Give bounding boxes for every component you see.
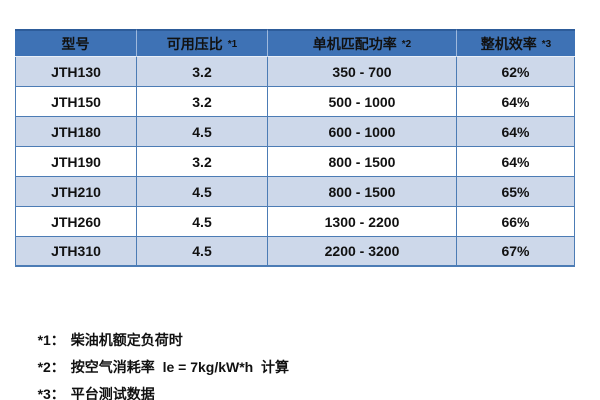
footnote-2-text: 按空气消耗率 le = 7kg/kW*h 计算: [70, 359, 289, 375]
cell-efficiency: 65%: [457, 177, 575, 207]
footnote-ref-3: *3: [541, 38, 552, 50]
cell-power-range: 2200 - 3200: [268, 237, 457, 267]
header-overall-efficiency-label: 整机效率: [480, 35, 537, 52]
table-row: JTH310 4.5 2200 - 3200 67%: [15, 237, 575, 267]
table-row: JTH150 3.2 500 - 1000 64%: [15, 87, 575, 117]
cell-power-range: 800 - 1500: [268, 147, 457, 177]
footnote-1-marker: *1：: [37, 332, 65, 348]
footnote-2-marker: *2：: [37, 359, 65, 375]
footnote-1: *1： 柴油机额定负荷时: [22, 300, 289, 348]
table-header-row: 型号 可用压比 *1 单机匹配功率 *2 整机效率 *3: [15, 29, 575, 57]
table-row: JTH180 4.5 600 - 1000 64%: [15, 117, 575, 147]
cell-model: JTH310: [15, 237, 137, 267]
cell-model: JTH130: [15, 57, 137, 87]
cell-efficiency: 64%: [457, 147, 575, 177]
footnote-ref-1: *1: [227, 38, 238, 50]
table-row: JTH260 4.5 1300 - 2200 66%: [15, 207, 575, 237]
footnote-3-marker: *3：: [37, 386, 65, 400]
cell-model: JTH180: [15, 117, 137, 147]
footnote-2: *2： 按空气消耗率 le = 7kg/kW*h 计算: [22, 327, 289, 375]
cell-model: JTH150: [15, 87, 137, 117]
cell-efficiency: 64%: [457, 87, 575, 117]
cell-efficiency: 67%: [457, 237, 575, 267]
cell-model: JTH210: [15, 177, 137, 207]
cell-pressure-ratio: 3.2: [137, 87, 268, 117]
table-row: JTH130 3.2 350 - 700 62%: [15, 57, 575, 87]
header-matching-power: 单机匹配功率 *2: [268, 29, 457, 57]
cell-power-range: 800 - 1500: [268, 177, 457, 207]
footnote-ref-2: *2: [401, 38, 412, 50]
compressor-spec-table: 型号 可用压比 *1 单机匹配功率 *2 整机效率 *3 JTH130 3.2 350…: [15, 29, 575, 267]
cell-pressure-ratio: 4.5: [137, 117, 268, 147]
header-model-label: 型号: [61, 35, 90, 52]
cell-pressure-ratio: 4.5: [137, 237, 268, 267]
cell-efficiency: 62%: [457, 57, 575, 87]
cell-pressure-ratio: 4.5: [137, 177, 268, 207]
footnote-3: *3： 平台测试数据: [22, 354, 289, 400]
header-model: 型号: [15, 29, 137, 57]
cell-model: JTH260: [15, 207, 137, 237]
cell-model: JTH190: [15, 147, 137, 177]
footnote-3-text: 平台测试数据: [70, 386, 155, 400]
footnote-1-text: 柴油机额定负荷时: [70, 332, 183, 348]
header-matching-power-label: 单机匹配功率: [312, 35, 397, 52]
cell-power-range: 600 - 1000: [268, 117, 457, 147]
table-row: JTH210 4.5 800 - 1500 65%: [15, 177, 575, 207]
table-row: JTH190 3.2 800 - 1500 64%: [15, 147, 575, 177]
cell-pressure-ratio: 3.2: [137, 57, 268, 87]
cell-efficiency: 64%: [457, 117, 575, 147]
cell-power-range: 1300 - 2200: [268, 207, 457, 237]
cell-pressure-ratio: 4.5: [137, 207, 268, 237]
cell-pressure-ratio: 3.2: [137, 147, 268, 177]
cell-power-range: 500 - 1000: [268, 87, 457, 117]
header-overall-efficiency: 整机效率 *3: [457, 29, 575, 57]
cell-power-range: 350 - 700: [268, 57, 457, 87]
header-pressure-ratio: 可用压比 *1: [137, 29, 268, 57]
header-pressure-ratio-label: 可用压比: [166, 35, 223, 52]
cell-efficiency: 66%: [457, 207, 575, 237]
footnotes-block: *1： 柴油机额定负荷时 *2： 按空气消耗率 le = 7kg/kW*h 计算 *…: [22, 300, 289, 400]
